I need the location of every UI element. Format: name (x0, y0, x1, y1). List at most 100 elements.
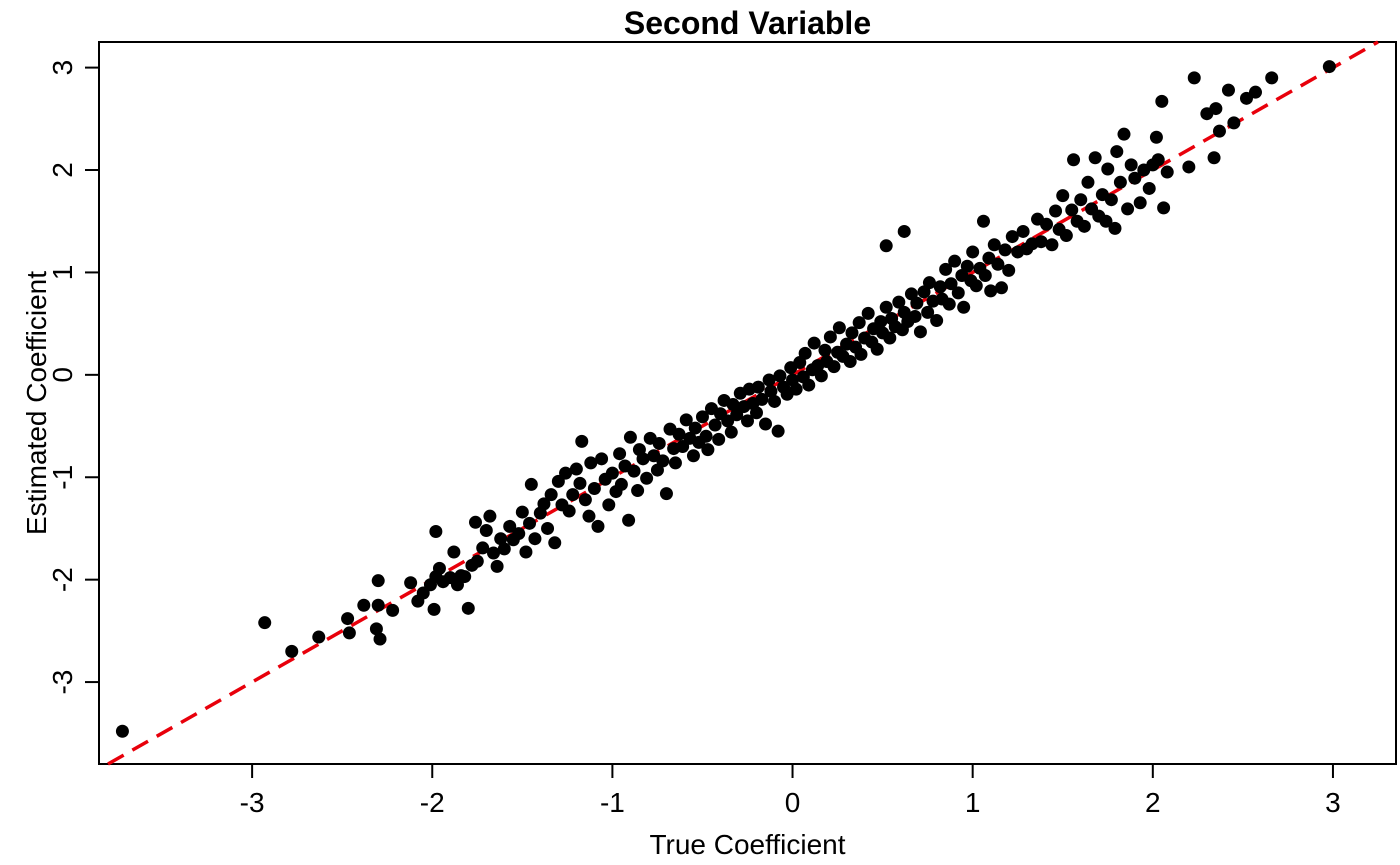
data-point (541, 521, 555, 535)
data-point (627, 464, 641, 478)
data-point (490, 559, 504, 573)
data-point (668, 456, 682, 470)
data-point (818, 343, 832, 357)
data-point (659, 487, 673, 501)
x-tick-label: 0 (785, 787, 801, 818)
data-point (584, 456, 598, 470)
data-point (951, 286, 965, 300)
data-point (879, 239, 893, 253)
data-point (559, 466, 573, 480)
y-tick-label: -3 (47, 670, 78, 695)
data-point (991, 257, 1005, 271)
data-point (879, 300, 893, 314)
data-point (1101, 162, 1115, 176)
data-point (1110, 145, 1124, 159)
data-point (948, 254, 962, 268)
data-point (854, 347, 868, 361)
data-point (494, 532, 508, 546)
data-point (427, 602, 441, 616)
data-point (712, 432, 726, 446)
data-point (1133, 196, 1147, 210)
data-point (602, 498, 616, 512)
data-point (688, 421, 702, 435)
data-point (908, 309, 922, 323)
data-point (1002, 263, 1016, 277)
data-point (470, 554, 484, 568)
data-point (1155, 94, 1169, 108)
data-point (1104, 193, 1118, 207)
data-point (1322, 60, 1336, 74)
data-point (741, 414, 754, 428)
data-point (930, 314, 944, 328)
data-point (640, 471, 654, 485)
data-point (591, 519, 605, 533)
data-point (1207, 151, 1221, 165)
data-point (933, 280, 947, 294)
data-point (827, 360, 841, 374)
x-axis-label: True Coefficient (649, 829, 845, 860)
y-tick-label: 1 (47, 265, 78, 281)
data-point (1065, 203, 1079, 217)
data-point (524, 477, 538, 491)
data-point (605, 466, 619, 480)
data-point (1182, 160, 1196, 174)
data-point (515, 505, 529, 519)
data-point (562, 504, 576, 518)
data-point (1121, 202, 1135, 216)
data-point (371, 574, 385, 588)
data-point (373, 632, 387, 646)
data-point (922, 276, 936, 290)
data-point (789, 382, 803, 396)
data-point (1248, 85, 1262, 99)
data-point (942, 297, 956, 311)
data-point (751, 380, 765, 394)
data-point (587, 482, 601, 496)
y-tick-label: -1 (47, 465, 78, 490)
data-point (966, 245, 980, 259)
data-point (762, 373, 776, 387)
data-point (1081, 175, 1095, 189)
data-point (432, 561, 446, 575)
x-tick-label: 3 (1325, 787, 1341, 818)
data-point (285, 644, 299, 658)
data-point (994, 281, 1008, 295)
data-point (807, 336, 821, 350)
data-point (1108, 221, 1122, 235)
data-point (1077, 219, 1091, 233)
y-tick-label: 3 (47, 60, 78, 76)
data-point (814, 369, 828, 383)
data-point (566, 488, 580, 502)
data-point (523, 516, 537, 530)
data-point (582, 509, 596, 523)
x-tick-label: -3 (240, 787, 265, 818)
data-point (843, 355, 857, 369)
data-point (823, 330, 837, 344)
y-axis-label: Estimated Coefficient (21, 271, 52, 535)
data-point (1099, 214, 1113, 228)
data-point (371, 598, 385, 612)
data-point (768, 394, 782, 408)
data-point (998, 243, 1012, 257)
y-tick-label: -2 (47, 567, 78, 592)
data-point (595, 452, 609, 466)
data-point (1157, 201, 1171, 215)
data-point (386, 603, 400, 617)
data-point (944, 277, 958, 291)
data-point (461, 601, 475, 615)
data-point (701, 443, 715, 457)
data-point (960, 259, 974, 273)
data-point (939, 262, 953, 276)
data-point (1117, 127, 1131, 141)
data-point (892, 295, 906, 309)
x-tick-label: 1 (965, 787, 981, 818)
data-point (726, 398, 740, 412)
data-point (312, 630, 326, 644)
data-point (342, 626, 356, 640)
data-point (636, 452, 650, 466)
x-axis: -3 -2 -1 0 1 2 3 (240, 763, 1341, 818)
data-point (921, 305, 935, 319)
chart-title: Second Variable (624, 5, 871, 41)
data-point (487, 546, 501, 560)
data-point (798, 346, 812, 360)
